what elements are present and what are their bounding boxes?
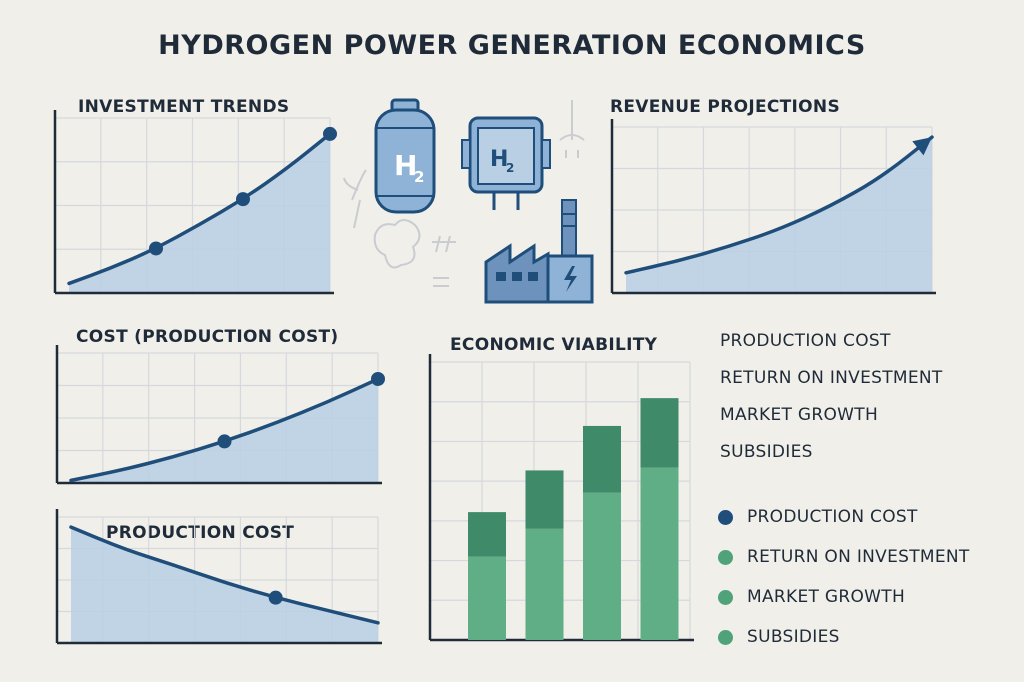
data-point <box>268 590 283 605</box>
bar-segment-upper <box>583 425 621 493</box>
bar-segment-lower <box>525 528 564 640</box>
legend-item-subsidies: SUBSIDIES <box>718 617 970 657</box>
series-line <box>67 132 332 286</box>
bar-segment-lower <box>640 467 679 640</box>
arrow-head <box>912 137 932 156</box>
power-plant-icon <box>484 199 594 304</box>
data-point <box>236 192 250 207</box>
chart-title-economic-viability: ECONOMIC VIABILITY <box>450 335 658 355</box>
bar-segment-upper <box>468 512 506 557</box>
factor-list: PRODUCTION COST RETURN ON INVESTMENT MAR… <box>720 330 943 478</box>
factor-subsidies: SUBSIDIES <box>720 442 813 462</box>
svg-text:H: H <box>490 147 508 172</box>
legend-dot-icon <box>718 629 733 645</box>
legend-item-market-growth: MARKET GROWTH <box>718 577 970 617</box>
chart-title-investment-trends: INVESTMENT TRENDS <box>78 97 290 117</box>
svg-text:2: 2 <box>506 161 514 175</box>
chart-title-production-cost: PRODUCTION COST <box>106 523 295 543</box>
series-line <box>69 525 380 625</box>
legend-label: RETURN ON INVESTMENT <box>747 547 970 567</box>
area-fill <box>69 133 330 293</box>
svg-text:H: H <box>394 149 417 182</box>
bar-segment-upper <box>525 470 564 529</box>
data-point <box>149 241 163 256</box>
legend-label: PRODUCTION COST <box>747 507 918 527</box>
legend: PRODUCTION COST RETURN ON INVESTMENT MAR… <box>718 497 970 657</box>
chart-title-revenue-projections: REVENUE PROJECTIONS <box>610 97 840 117</box>
factor-return-on-investment: RETURN ON INVESTMENT <box>720 368 943 388</box>
data-point <box>371 372 385 386</box>
legend-item-return-on-investment: RETURN ON INVESTMENT <box>718 537 970 577</box>
bar-segment-lower <box>583 492 621 640</box>
chart-title-cost: COST (PRODUCTION COST) <box>76 327 339 347</box>
factor-market-growth: MARKET GROWTH <box>720 405 879 425</box>
area-fill <box>71 379 378 483</box>
bar-segment-upper <box>640 398 679 468</box>
legend-dot-icon <box>718 589 733 605</box>
page-title: HYDROGEN POWER GENERATION ECONOMICS <box>158 30 866 61</box>
area-fill <box>71 527 378 643</box>
data-point <box>323 126 337 141</box>
legend-dot-icon <box>718 549 733 565</box>
factor-production-cost: PRODUCTION COST <box>720 331 891 351</box>
sketch-decoration-icon <box>343 100 585 287</box>
svg-text:2: 2 <box>414 168 424 186</box>
fuel-cell-icon: H 2 <box>461 116 551 210</box>
hydrogen-tank-icon: H 2 <box>374 98 436 214</box>
legend-label: MARKET GROWTH <box>747 587 906 607</box>
series-line <box>624 135 934 275</box>
legend-label: SUBSIDIES <box>747 627 840 647</box>
bar-segment-lower <box>468 556 506 640</box>
data-point <box>217 434 232 449</box>
legend-item-production-cost: PRODUCTION COST <box>718 497 970 537</box>
legend-dot-icon <box>718 509 733 525</box>
